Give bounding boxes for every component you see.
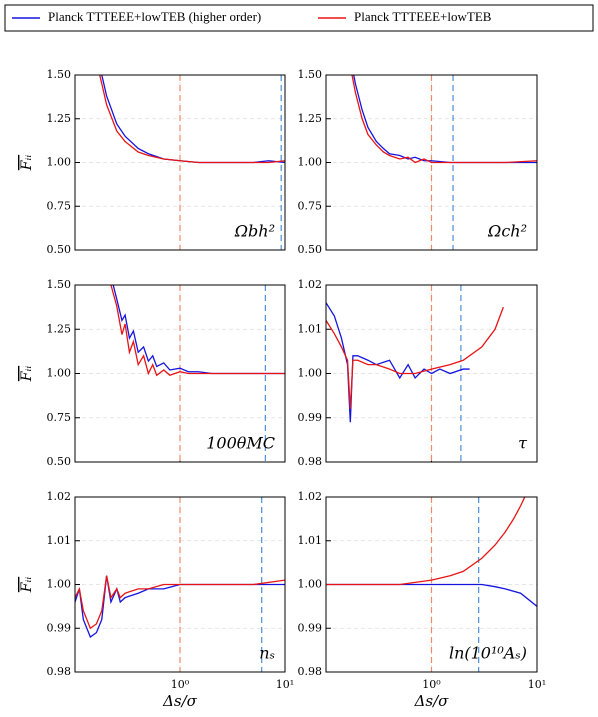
- parameter-label: τ: [518, 434, 528, 453]
- y-tick-label: 0.75: [298, 199, 323, 212]
- plot-area: [326, 302, 504, 423]
- axes-frame: [325, 74, 538, 251]
- y-tick-label: 0.75: [47, 199, 72, 212]
- y-tick-label: 1.02: [298, 490, 323, 503]
- axes-frame: [325, 496, 538, 673]
- y-tick-label: 1.00: [47, 367, 72, 380]
- y-tick-label: 1.01: [47, 534, 72, 547]
- axes-frame: [74, 284, 286, 463]
- y-tick-label: 0.99: [47, 621, 72, 634]
- y-tick-label: 1.00: [298, 578, 323, 591]
- legend-box: [4, 4, 594, 32]
- legend-label: Planck TTTEEE+lowTEB: [354, 9, 492, 24]
- y-tick-label: 0.50: [298, 243, 323, 256]
- series-line: [326, 306, 504, 409]
- legend-label: Planck TTTEEE+lowTEB (higher order): [48, 9, 261, 24]
- parameter-label: ln(10¹⁰Aₛ): [449, 644, 527, 663]
- x-axis-label: Δs/σ: [162, 692, 198, 710]
- x-tick-label: 10⁰: [422, 678, 441, 691]
- y-tick-label: 1.00: [47, 156, 72, 169]
- y-tick-label: 0.98: [47, 665, 72, 678]
- x-axis-label: Δs/σ: [414, 692, 450, 710]
- axes-frame: [325, 284, 538, 463]
- y-tick-label: 1.02: [47, 490, 72, 503]
- y-axis-label: Fᵢᵢ: [19, 155, 35, 172]
- plot-area: [326, 497, 537, 607]
- x-tick-label: 10¹: [276, 678, 294, 691]
- series-line: [351, 75, 537, 164]
- y-tick-label: 0.75: [47, 411, 72, 424]
- y-tick-label: 1.25: [298, 112, 323, 125]
- y-tick-label: 1.50: [47, 278, 72, 291]
- y-tick-label: 1.00: [47, 578, 72, 591]
- y-tick-label: 0.98: [298, 665, 323, 678]
- series-line: [326, 497, 526, 586]
- axes-frame: [74, 74, 286, 251]
- y-tick-label: 1.00: [298, 367, 323, 380]
- y-tick-label: 1.00: [298, 156, 323, 169]
- plot-area: [351, 75, 537, 164]
- y-axis-label: Fᵢᵢ: [19, 366, 35, 383]
- plot-area: [110, 285, 285, 377]
- x-tick-label: 10¹: [528, 678, 546, 691]
- y-tick-label: 0.99: [298, 621, 323, 634]
- y-tick-label: 1.50: [298, 68, 323, 81]
- parameter-label: Ωch²: [487, 222, 527, 241]
- y-tick-label: 0.50: [47, 243, 72, 256]
- series-line: [75, 575, 285, 630]
- y-tick-label: 1.50: [47, 68, 72, 81]
- plot-area: [99, 75, 285, 164]
- series-line: [101, 75, 285, 164]
- y-tick-label: 1.25: [47, 322, 72, 335]
- y-tick-label: 1.25: [47, 112, 72, 125]
- y-tick-label: 0.98: [298, 455, 323, 468]
- y-tick-label: 1.01: [298, 534, 323, 547]
- parameter-label: Ωbh²: [234, 222, 275, 241]
- y-axis-label: Fᵢᵢ: [19, 577, 35, 594]
- y-tick-label: 0.99: [298, 411, 323, 424]
- series-line: [326, 583, 537, 607]
- y-tick-label: 1.02: [298, 278, 323, 291]
- parameter-label: 100θMC: [206, 434, 275, 453]
- x-tick-label: 10⁰: [171, 678, 190, 691]
- series-line: [99, 75, 285, 164]
- plot-area: [75, 575, 285, 639]
- parameter-label: nₛ: [259, 644, 275, 663]
- series-line: [110, 285, 285, 377]
- y-tick-label: 0.50: [47, 455, 72, 468]
- y-tick-label: 1.01: [298, 322, 323, 335]
- axes-frame: [74, 496, 286, 673]
